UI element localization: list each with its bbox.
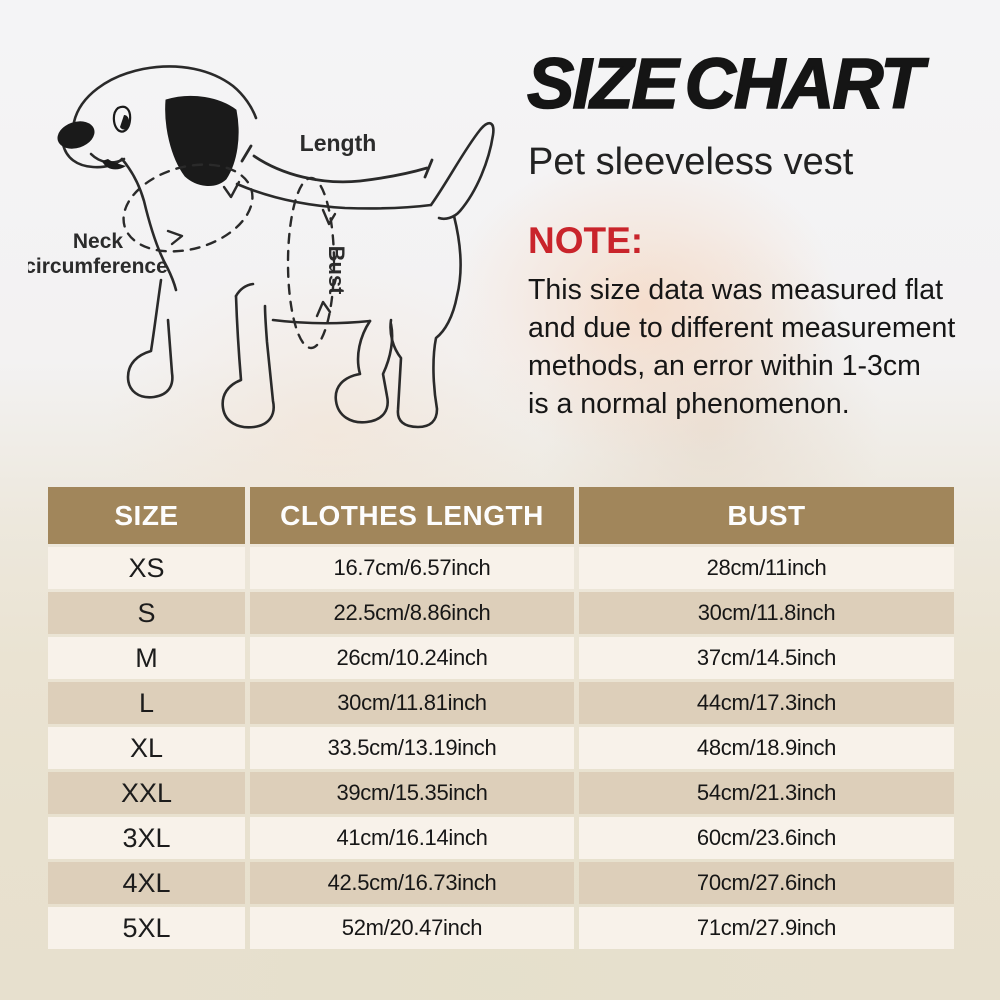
column-header-length: CLOTHES LENGTH xyxy=(250,487,574,544)
neck-label-line2: circumference xyxy=(28,255,168,278)
table-cell-bust: 54cm/21.3inch xyxy=(579,772,954,814)
table-cell-length: 22.5cm/8.86inch xyxy=(250,592,574,634)
length-measure-line xyxy=(252,154,429,184)
table-cell-bust: 37cm/14.5inch xyxy=(579,637,954,679)
column-header-bust: BUST xyxy=(579,487,954,544)
dog-nose xyxy=(57,121,95,149)
table-cell-length: 33.5cm/13.19inch xyxy=(250,727,574,769)
dog-head-outline xyxy=(72,65,258,124)
note-text: This size data was measured flat and due… xyxy=(528,271,978,423)
table-cell-size: 5XL xyxy=(48,907,245,949)
note-label: NOTE: xyxy=(528,220,644,261)
bust-arrow-up xyxy=(315,300,332,318)
table-cell-length: 16.7cm/6.57inch xyxy=(250,547,574,589)
dog-eye xyxy=(112,105,132,133)
neck-arrow-top xyxy=(222,180,241,199)
length-tick-left xyxy=(240,144,253,163)
dog-chest-line xyxy=(120,157,178,292)
table-cell-size: 4XL xyxy=(48,862,245,904)
table-cell-length: 52m/20.47inch xyxy=(250,907,574,949)
dog-eye-pupil xyxy=(120,115,130,130)
table-cell-length: 26cm/10.24inch xyxy=(250,637,574,679)
note-line: and due to different measurement xyxy=(528,312,956,344)
table-cell-bust: 70cm/27.6inch xyxy=(579,862,954,904)
dog-belly-line xyxy=(271,318,372,325)
table-cell-size: M xyxy=(48,637,245,679)
table-cell-size: S xyxy=(48,592,245,634)
bust-arrow-down xyxy=(321,208,337,226)
dog-hind-leg-near xyxy=(334,319,394,424)
dog-measurement-diagram: Length Neck circumference Bust xyxy=(28,65,495,429)
dog-tail xyxy=(429,122,495,221)
page-subtitle: Pet sleeveless vest xyxy=(528,141,854,183)
note-line: This size data was measured flat xyxy=(528,274,944,306)
table-cell-length: 30cm/11.81inch xyxy=(250,682,574,724)
table-cell-bust: 71cm/27.9inch xyxy=(579,907,954,949)
note-line: methods, an error within 1-3cm xyxy=(528,350,921,382)
dog-ear xyxy=(165,95,239,186)
table-cell-size: XL xyxy=(48,727,245,769)
table-cell-size: L xyxy=(48,682,245,724)
neck-circumference-ellipse xyxy=(122,163,254,253)
length-tick-right xyxy=(423,158,434,179)
note-line: is a normal phenomenon. xyxy=(528,388,850,420)
dog-shoulder-line xyxy=(234,282,255,298)
table-cell-size: XS xyxy=(48,547,245,589)
table-cell-bust: 44cm/17.3inch xyxy=(579,682,954,724)
table-cell-bust: 60cm/23.6inch xyxy=(579,817,954,859)
table-cell-size: 3XL xyxy=(48,817,245,859)
table-cell-bust: 30cm/11.8inch xyxy=(579,592,954,634)
dog-back-line xyxy=(235,182,433,210)
dog-tongue xyxy=(102,159,126,170)
table-cell-length: 39cm/15.35inch xyxy=(250,772,574,814)
table-cell-length: 42.5cm/16.73inch xyxy=(250,862,574,904)
dog-front-leg-near xyxy=(221,294,275,429)
table-cell-length: 41cm/16.14inch xyxy=(250,817,574,859)
length-label: Length xyxy=(300,130,377,156)
bust-label: Bust xyxy=(324,246,349,296)
page-title: SIZE CHART xyxy=(526,45,924,125)
dog-hind-leg-far xyxy=(389,214,462,429)
size-table: SIZE CLOTHES LENGTH BUST XS 16.7cm/6.57i… xyxy=(48,487,954,949)
table-cell-bust: 28cm/11inch xyxy=(579,547,954,589)
table-cell-bust: 48cm/18.9inch xyxy=(579,727,954,769)
dog-front-leg-far xyxy=(126,278,174,399)
neck-arrow-bottom xyxy=(166,229,184,246)
column-header-size: SIZE xyxy=(48,487,245,544)
table-cell-size: XXL xyxy=(48,772,245,814)
neck-label-line1: Neck xyxy=(73,230,124,253)
